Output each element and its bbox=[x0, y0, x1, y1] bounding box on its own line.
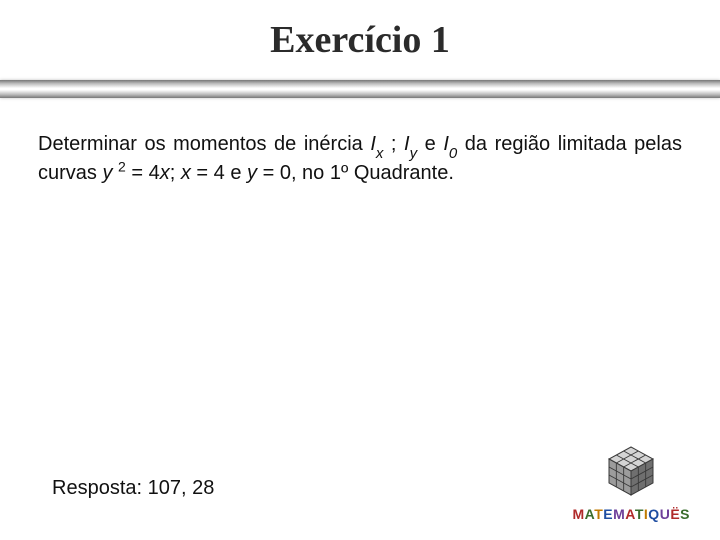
brand-c6: A bbox=[625, 506, 635, 522]
cube-icon bbox=[572, 445, 690, 502]
y2: y bbox=[247, 162, 257, 184]
brand-c12: S bbox=[680, 506, 690, 522]
brand-c9: Q bbox=[648, 506, 659, 522]
brand-text: MATEMATIQUËS bbox=[572, 506, 690, 522]
exercise-text: Determinar os momentos de inércia Ix ; I… bbox=[38, 130, 682, 188]
text-pre: Determinar os momentos de inércia bbox=[38, 133, 370, 155]
mid3: ; bbox=[170, 162, 181, 184]
answer-text: Resposta: 107, 28 bbox=[52, 477, 214, 500]
eq3: = 0, no 1º Quadrante. bbox=[257, 162, 454, 184]
slide-title: Exercício 1 bbox=[0, 18, 720, 62]
brand-c2: A bbox=[585, 506, 595, 522]
brand-c4: E bbox=[603, 506, 613, 522]
x1: x bbox=[160, 162, 170, 184]
brand-c10: U bbox=[660, 506, 671, 522]
I0-sub: 0 bbox=[449, 145, 457, 162]
Iy-sub: y bbox=[410, 145, 418, 162]
brand-c11: Ë bbox=[670, 506, 680, 522]
title-underline-bar bbox=[0, 80, 720, 98]
y-sq: 2 bbox=[118, 158, 126, 174]
brand-c3: T bbox=[594, 506, 603, 522]
brand-c5: M bbox=[613, 506, 625, 522]
brand-c1: M bbox=[572, 506, 584, 522]
Iy-I: I bbox=[404, 133, 410, 155]
eq1: = 4 bbox=[126, 162, 160, 184]
slide: Exercício 1 Determinar os momentos de in… bbox=[0, 0, 720, 540]
Ix-sub: x bbox=[376, 145, 384, 162]
x2: x bbox=[181, 162, 191, 184]
sep1: ; bbox=[383, 133, 404, 155]
y: y bbox=[102, 162, 118, 184]
mid1: e bbox=[417, 133, 443, 155]
eq2: = 4 e bbox=[191, 162, 247, 184]
brand-c7: T bbox=[635, 506, 644, 522]
brand-block: MATEMATIQUËS bbox=[572, 445, 690, 522]
